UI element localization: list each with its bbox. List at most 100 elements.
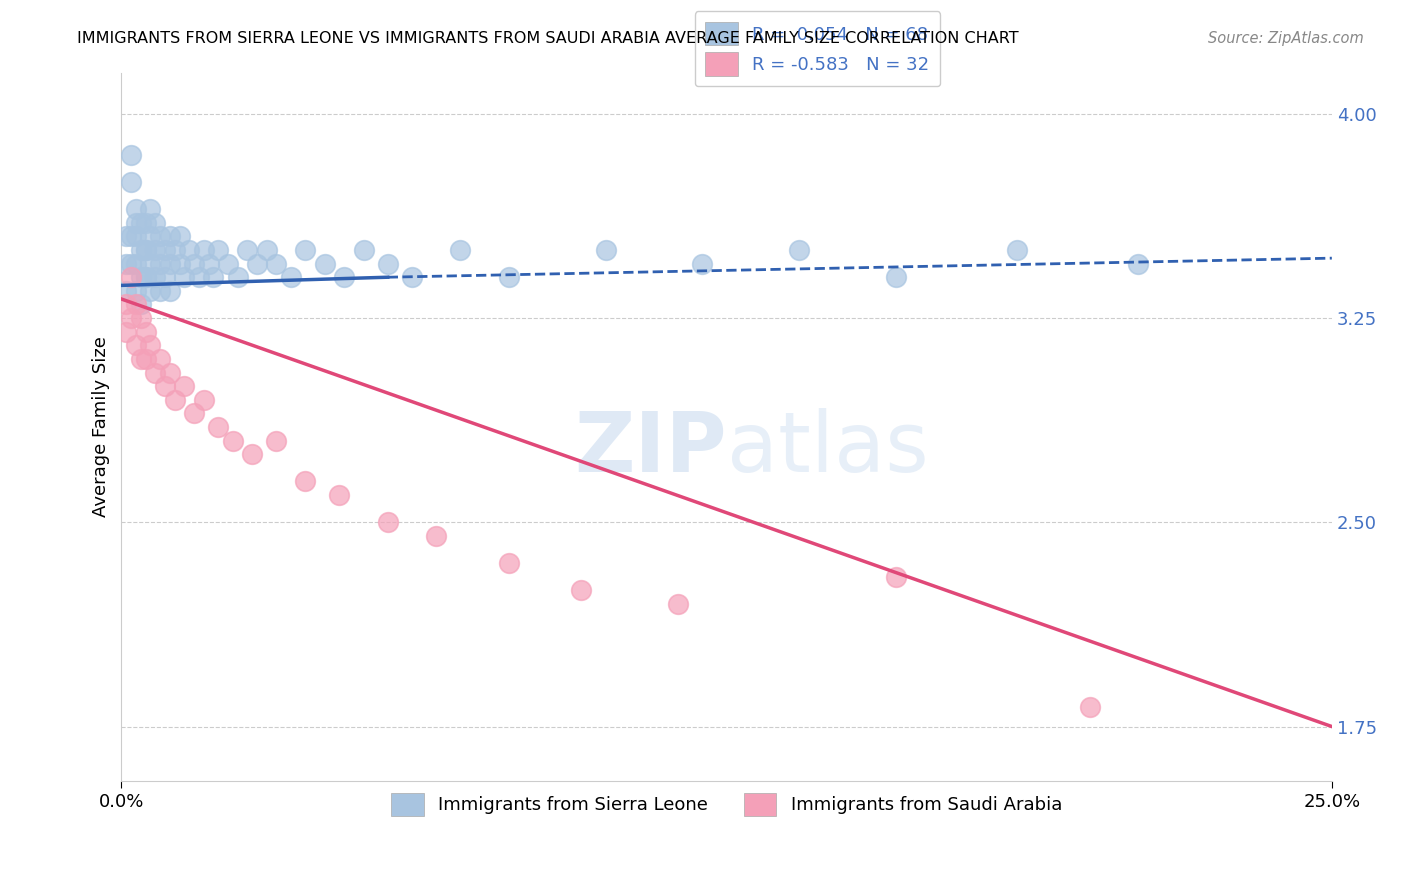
Point xyxy=(1005,243,1028,257)
Point xyxy=(115,297,138,311)
Point xyxy=(498,556,520,570)
Point xyxy=(129,311,152,326)
Point xyxy=(135,243,157,257)
Point xyxy=(120,175,142,189)
Point xyxy=(115,284,138,298)
Point xyxy=(294,243,316,257)
Point xyxy=(129,243,152,257)
Point xyxy=(149,257,172,271)
Point xyxy=(139,284,162,298)
Point xyxy=(173,379,195,393)
Point xyxy=(153,270,176,285)
Point xyxy=(280,270,302,285)
Point xyxy=(226,270,249,285)
Point xyxy=(129,297,152,311)
Point xyxy=(183,257,205,271)
Point xyxy=(139,229,162,244)
Point xyxy=(153,379,176,393)
Point xyxy=(787,243,810,257)
Point xyxy=(125,284,148,298)
Point xyxy=(666,597,689,611)
Point xyxy=(125,216,148,230)
Point xyxy=(202,270,225,285)
Point xyxy=(207,243,229,257)
Point xyxy=(143,243,166,257)
Point xyxy=(328,488,350,502)
Point xyxy=(129,270,152,285)
Point xyxy=(884,270,907,285)
Point xyxy=(120,311,142,326)
Point xyxy=(236,243,259,257)
Point xyxy=(143,366,166,380)
Point xyxy=(135,243,157,257)
Y-axis label: Average Family Size: Average Family Size xyxy=(93,336,110,517)
Point xyxy=(129,216,152,230)
Point xyxy=(1078,700,1101,714)
Point xyxy=(266,434,288,448)
Point xyxy=(222,434,245,448)
Point xyxy=(173,270,195,285)
Point xyxy=(193,243,215,257)
Point xyxy=(135,270,157,285)
Text: atlas: atlas xyxy=(727,408,928,489)
Point xyxy=(193,392,215,407)
Point xyxy=(149,284,172,298)
Point xyxy=(353,243,375,257)
Point xyxy=(149,351,172,366)
Point xyxy=(159,229,181,244)
Point xyxy=(197,257,219,271)
Point xyxy=(187,270,209,285)
Point xyxy=(377,516,399,530)
Point xyxy=(120,229,142,244)
Legend: Immigrants from Sierra Leone, Immigrants from Saudi Arabia: Immigrants from Sierra Leone, Immigrants… xyxy=(382,784,1071,825)
Point xyxy=(314,257,336,271)
Point xyxy=(143,270,166,285)
Point xyxy=(135,216,157,230)
Point xyxy=(169,257,191,271)
Point xyxy=(256,243,278,257)
Point xyxy=(159,366,181,380)
Point xyxy=(425,529,447,543)
Point xyxy=(120,257,142,271)
Text: ZIP: ZIP xyxy=(574,408,727,489)
Text: Source: ZipAtlas.com: Source: ZipAtlas.com xyxy=(1208,31,1364,46)
Point xyxy=(377,257,399,271)
Point xyxy=(139,257,162,271)
Point xyxy=(120,147,142,161)
Point xyxy=(125,229,148,244)
Point xyxy=(120,270,142,285)
Point xyxy=(571,583,593,598)
Point xyxy=(135,270,157,285)
Point xyxy=(884,570,907,584)
Point xyxy=(163,243,186,257)
Point xyxy=(595,243,617,257)
Point xyxy=(115,325,138,339)
Point xyxy=(159,284,181,298)
Point xyxy=(169,229,191,244)
Point xyxy=(139,202,162,216)
Point xyxy=(125,202,148,216)
Point xyxy=(1128,257,1150,271)
Text: IMMIGRANTS FROM SIERRA LEONE VS IMMIGRANTS FROM SAUDI ARABIA AVERAGE FAMILY SIZE: IMMIGRANTS FROM SIERRA LEONE VS IMMIGRAN… xyxy=(77,31,1019,46)
Point xyxy=(135,351,157,366)
Point xyxy=(163,392,186,407)
Point xyxy=(115,229,138,244)
Point xyxy=(153,243,176,257)
Point xyxy=(692,257,714,271)
Point xyxy=(217,257,239,271)
Point xyxy=(125,257,148,271)
Point xyxy=(266,257,288,271)
Point xyxy=(240,447,263,461)
Point xyxy=(246,257,269,271)
Point xyxy=(449,243,471,257)
Point xyxy=(125,338,148,352)
Point xyxy=(207,420,229,434)
Point xyxy=(179,243,201,257)
Point xyxy=(129,351,152,366)
Point xyxy=(139,338,162,352)
Point xyxy=(159,257,181,271)
Point xyxy=(115,257,138,271)
Point xyxy=(183,406,205,420)
Point xyxy=(125,297,148,311)
Point xyxy=(401,270,423,285)
